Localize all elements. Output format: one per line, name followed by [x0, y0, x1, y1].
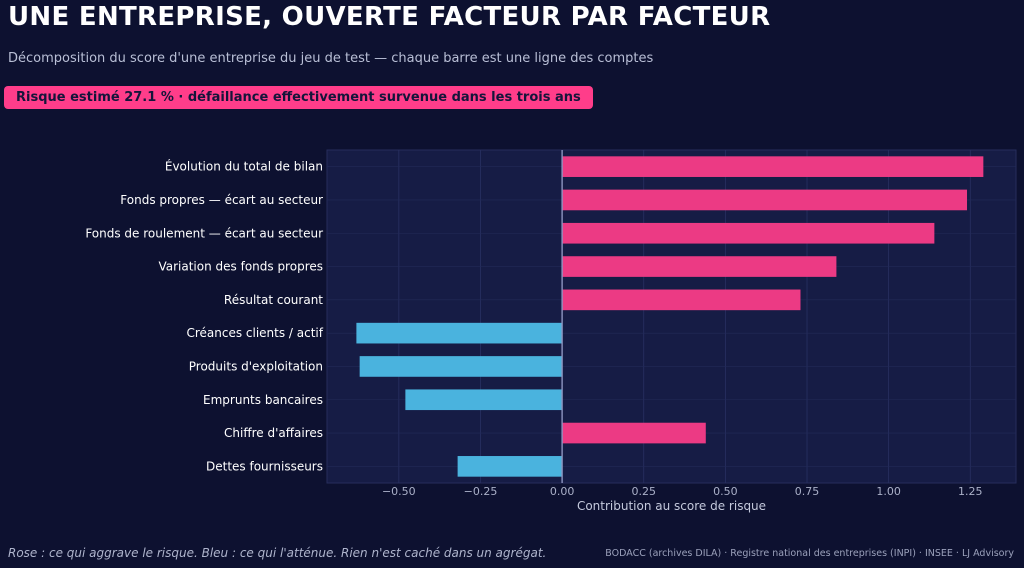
category-label: Chiffre d'affaires — [224, 426, 323, 440]
x-tick-label: 0.75 — [795, 485, 820, 498]
category-label: Emprunts bancaires — [203, 393, 323, 407]
bar-7 — [359, 356, 563, 377]
x-tick-label: −0.50 — [382, 485, 416, 498]
category-label: Fonds de roulement — écart au secteur — [85, 226, 323, 240]
category-label: Produits d'exploitation — [189, 359, 323, 373]
x-axis-label: Contribution au score de risque — [577, 499, 766, 513]
x-tick-labels: −0.50 −0.25 0.00 0.25 0.50 0.75 1.00 1.25 — [382, 485, 983, 498]
x-tick-label: −0.25 — [464, 485, 498, 498]
x-tick-label: 1.25 — [958, 485, 983, 498]
category-label: Fonds propres — écart au secteur — [120, 193, 323, 207]
x-tick-label: 1.00 — [876, 485, 901, 498]
bar-1 — [562, 156, 984, 177]
bar-10 — [457, 456, 563, 477]
footer-sources: BODACC (archives DILA) · Registre nation… — [605, 548, 1014, 559]
page-subtitle: Décomposition du score d'une entreprise … — [8, 51, 654, 66]
footer-note: Rose : ce qui aggrave le risque. Bleu : … — [8, 546, 547, 560]
category-label: Variation des fonds propres — [158, 260, 323, 274]
bar-3 — [562, 222, 935, 244]
category-label: Évolution du total de bilan — [165, 159, 323, 174]
page-title: UNE ENTREPRISE, OUVERTE FACTEUR PAR FACT… — [8, 2, 771, 32]
bar-9 — [562, 422, 706, 444]
category-label: Résultat courant — [224, 293, 323, 307]
category-label: Créances clients / actif — [186, 326, 323, 340]
x-tick-label: 0.00 — [550, 485, 575, 498]
bar-4 — [562, 256, 837, 277]
x-tick-label: 0.50 — [713, 485, 738, 498]
risk-badge: Risque estimé 27.1 % · défaillance effec… — [4, 86, 593, 109]
bar-8 — [405, 389, 563, 411]
bar-6 — [356, 322, 563, 344]
bar-2 — [562, 189, 968, 211]
category-labels: Évolution du total de bilan Fonds propres… — [85, 159, 323, 474]
bars — [356, 156, 984, 477]
bar-5 — [562, 289, 801, 311]
x-tick-label: 0.25 — [631, 485, 656, 498]
category-label: Dettes fournisseurs — [206, 459, 323, 473]
